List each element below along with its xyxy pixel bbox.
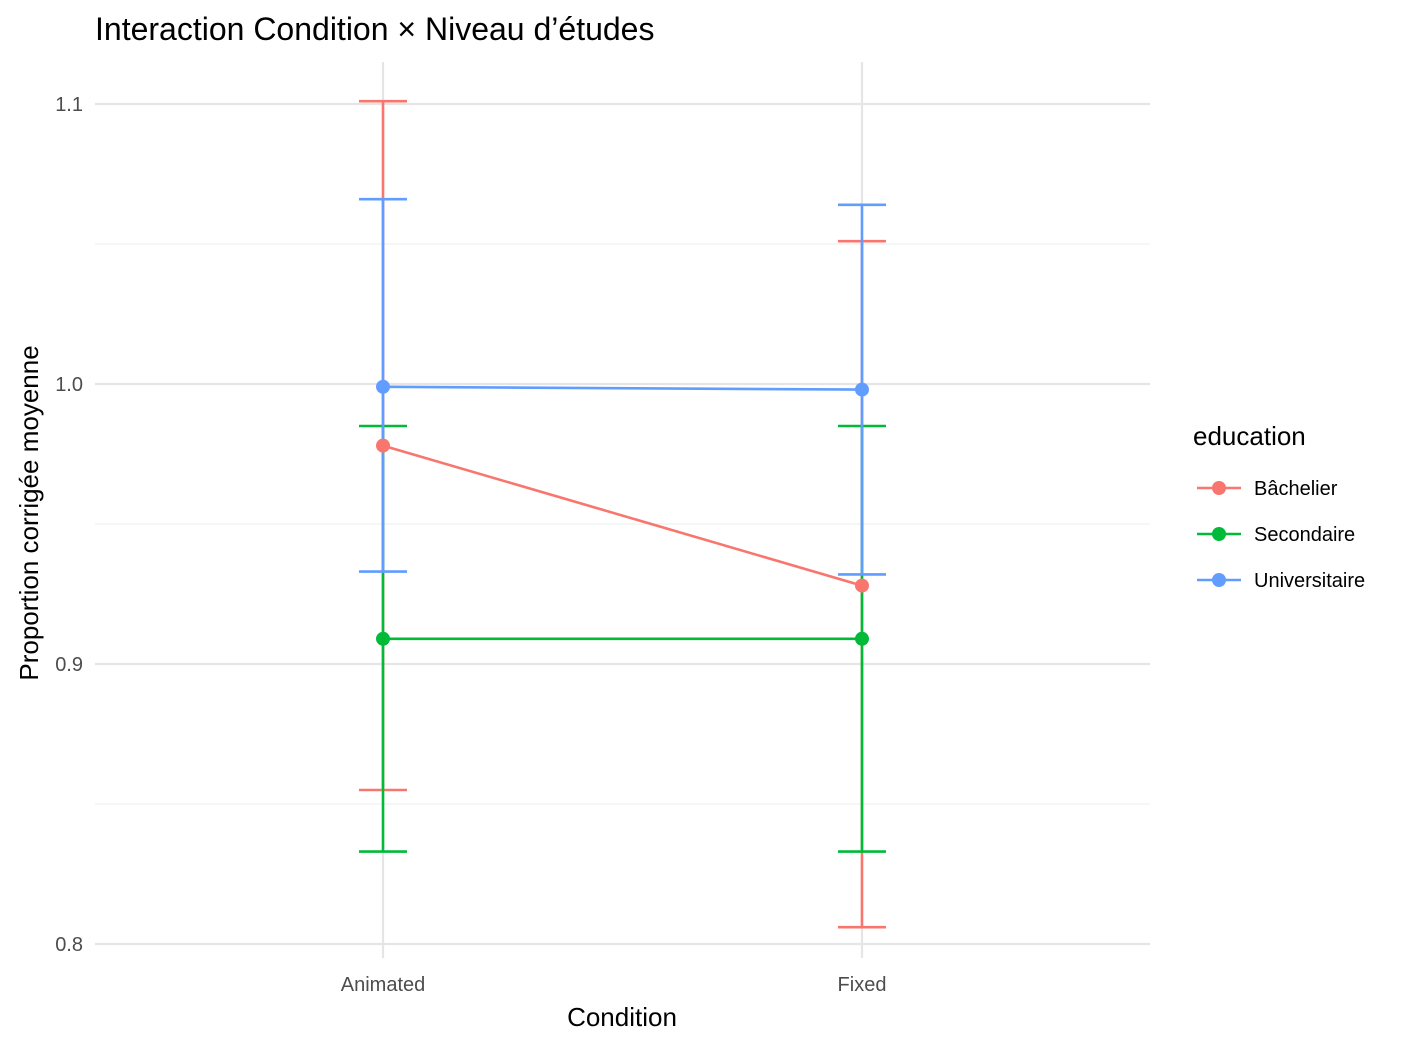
legend-key-point xyxy=(1212,481,1226,495)
grid xyxy=(95,62,1150,958)
y-axis-ticks: 0.8 0.9 1.0 1.1 xyxy=(55,94,83,956)
x-tick-label: Fixed xyxy=(838,974,887,996)
legend-label: Bâchelier xyxy=(1254,478,1338,500)
y-tick-label: 0.9 xyxy=(55,654,83,676)
data-point xyxy=(376,631,391,646)
y-tick-label: 0.8 xyxy=(55,934,83,956)
data-point xyxy=(376,438,391,453)
legend-title: education xyxy=(1193,421,1306,451)
x-axis-ticks: Animated Fixed xyxy=(341,974,887,996)
series-universitaire xyxy=(359,197,886,576)
data-point xyxy=(376,379,391,394)
legend-item-bâchelier: Bâchelier xyxy=(1197,478,1338,500)
legend-key-point xyxy=(1212,527,1226,541)
legend-item-universitaire: Universitaire xyxy=(1197,570,1365,592)
y-axis-title: Proportion corrigée moyenne xyxy=(14,345,44,680)
data-point xyxy=(854,631,869,646)
data-point xyxy=(854,382,869,397)
chart-title: Interaction Condition × Niveau d’études xyxy=(95,11,654,47)
y-tick-label: 1.1 xyxy=(55,94,83,116)
legend: education Bâchelier Secondaire Universitai… xyxy=(1193,421,1365,592)
legend-label: Secondaire xyxy=(1254,524,1355,546)
series-points xyxy=(376,631,869,646)
x-axis-title: Condition xyxy=(567,1002,677,1032)
series-line xyxy=(382,444,863,587)
series-bâchelier xyxy=(359,99,886,929)
y-tick-label: 1.0 xyxy=(55,374,83,396)
series-points xyxy=(376,438,869,593)
x-tick-label: Animated xyxy=(341,974,426,996)
legend-item-secondaire: Secondaire xyxy=(1197,524,1355,546)
data-point xyxy=(854,578,869,593)
legend-label: Universitaire xyxy=(1254,570,1365,592)
series-layer xyxy=(359,99,886,929)
legend-key-point xyxy=(1212,573,1226,587)
series-points xyxy=(376,379,869,397)
series-line xyxy=(383,385,862,391)
series-secondaire xyxy=(359,424,886,853)
